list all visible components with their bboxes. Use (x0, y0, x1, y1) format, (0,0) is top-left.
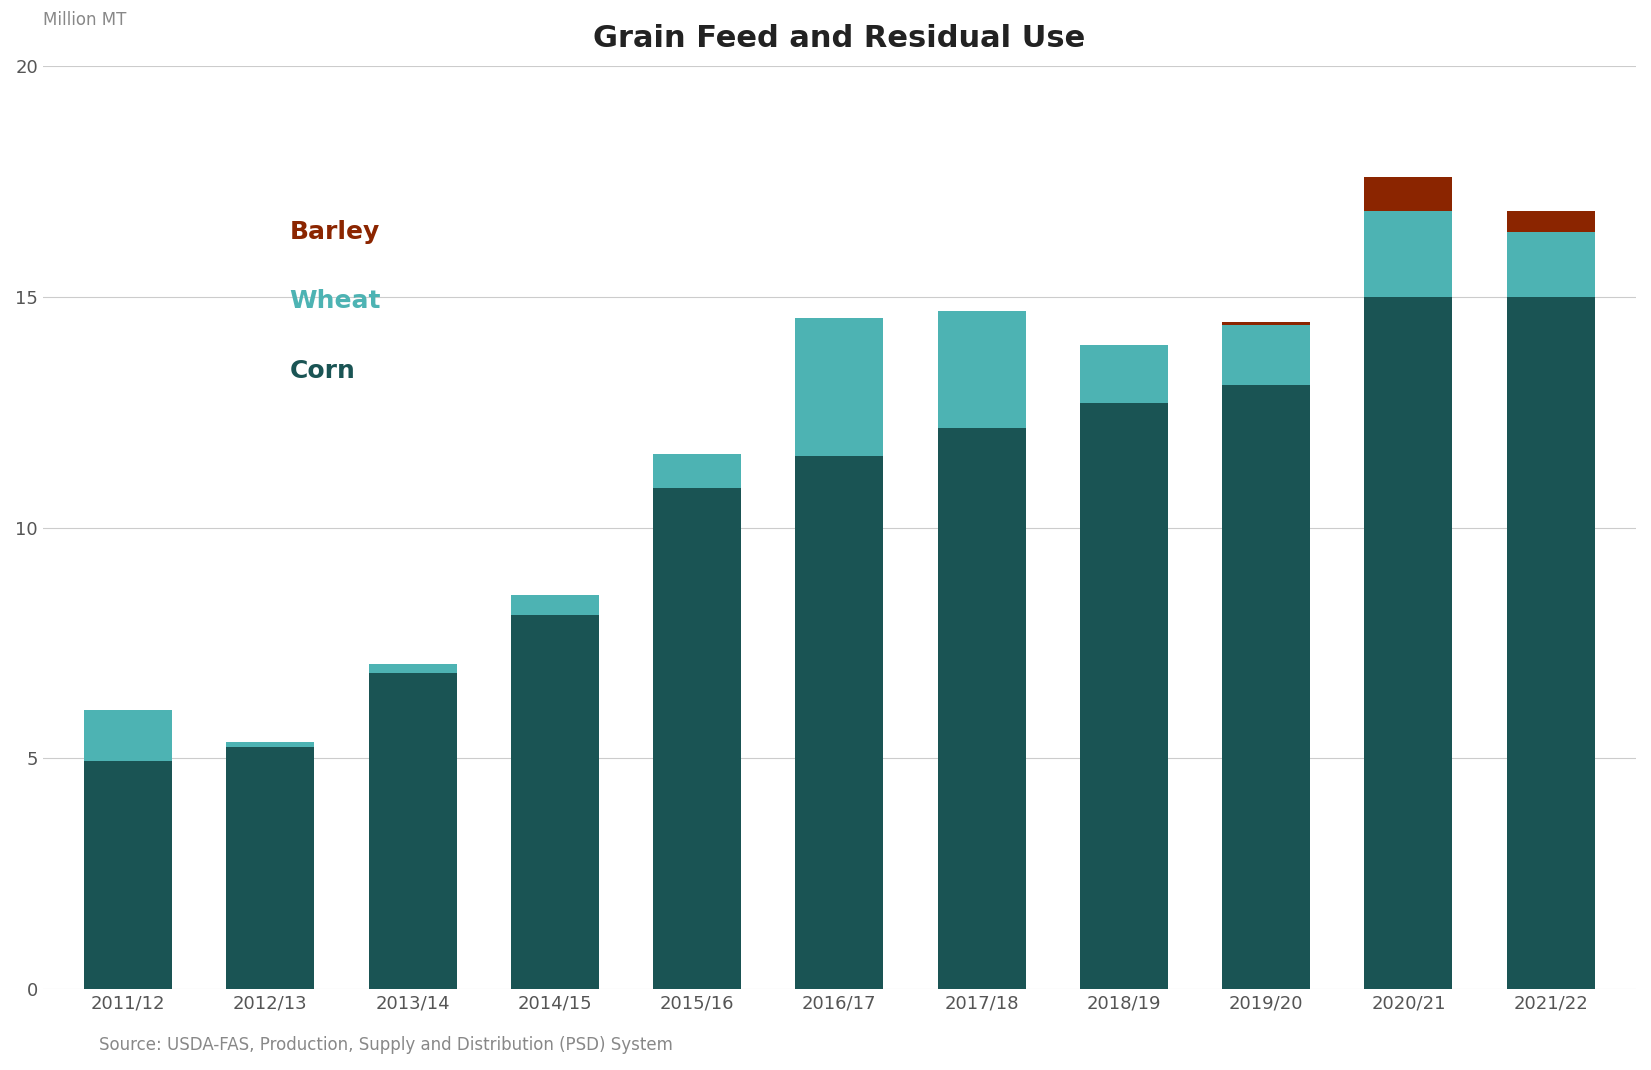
Bar (84, 710, 172, 761)
Bar (368, 673, 457, 990)
Title: Grain Feed and Residual Use: Grain Feed and Residual Use (593, 24, 1085, 52)
Bar (1364, 212, 1453, 296)
Bar (368, 663, 457, 673)
Bar (1080, 403, 1167, 990)
Bar (1507, 232, 1595, 296)
Bar (938, 428, 1025, 990)
Text: Source: USDA-FAS, Production, Supply and Distribution (PSD) System: Source: USDA-FAS, Production, Supply and… (99, 1036, 674, 1054)
Bar (1507, 296, 1595, 990)
Bar (510, 595, 599, 615)
Bar (226, 747, 314, 990)
Bar (1080, 346, 1167, 403)
Bar (510, 615, 599, 990)
Text: Barley: Barley (289, 220, 380, 244)
Text: Corn: Corn (289, 358, 355, 383)
Bar (1222, 324, 1311, 384)
Text: Wheat: Wheat (289, 289, 381, 314)
Bar (796, 318, 883, 456)
Bar (1222, 322, 1311, 324)
Bar (796, 456, 883, 990)
Bar (654, 488, 741, 990)
Text: Million MT: Million MT (43, 11, 125, 29)
Bar (1364, 296, 1453, 990)
Bar (226, 743, 314, 747)
Bar (1364, 177, 1453, 212)
Bar (84, 761, 172, 990)
Bar (1507, 212, 1595, 232)
Bar (654, 454, 741, 488)
Bar (938, 310, 1025, 428)
Bar (1222, 384, 1311, 990)
